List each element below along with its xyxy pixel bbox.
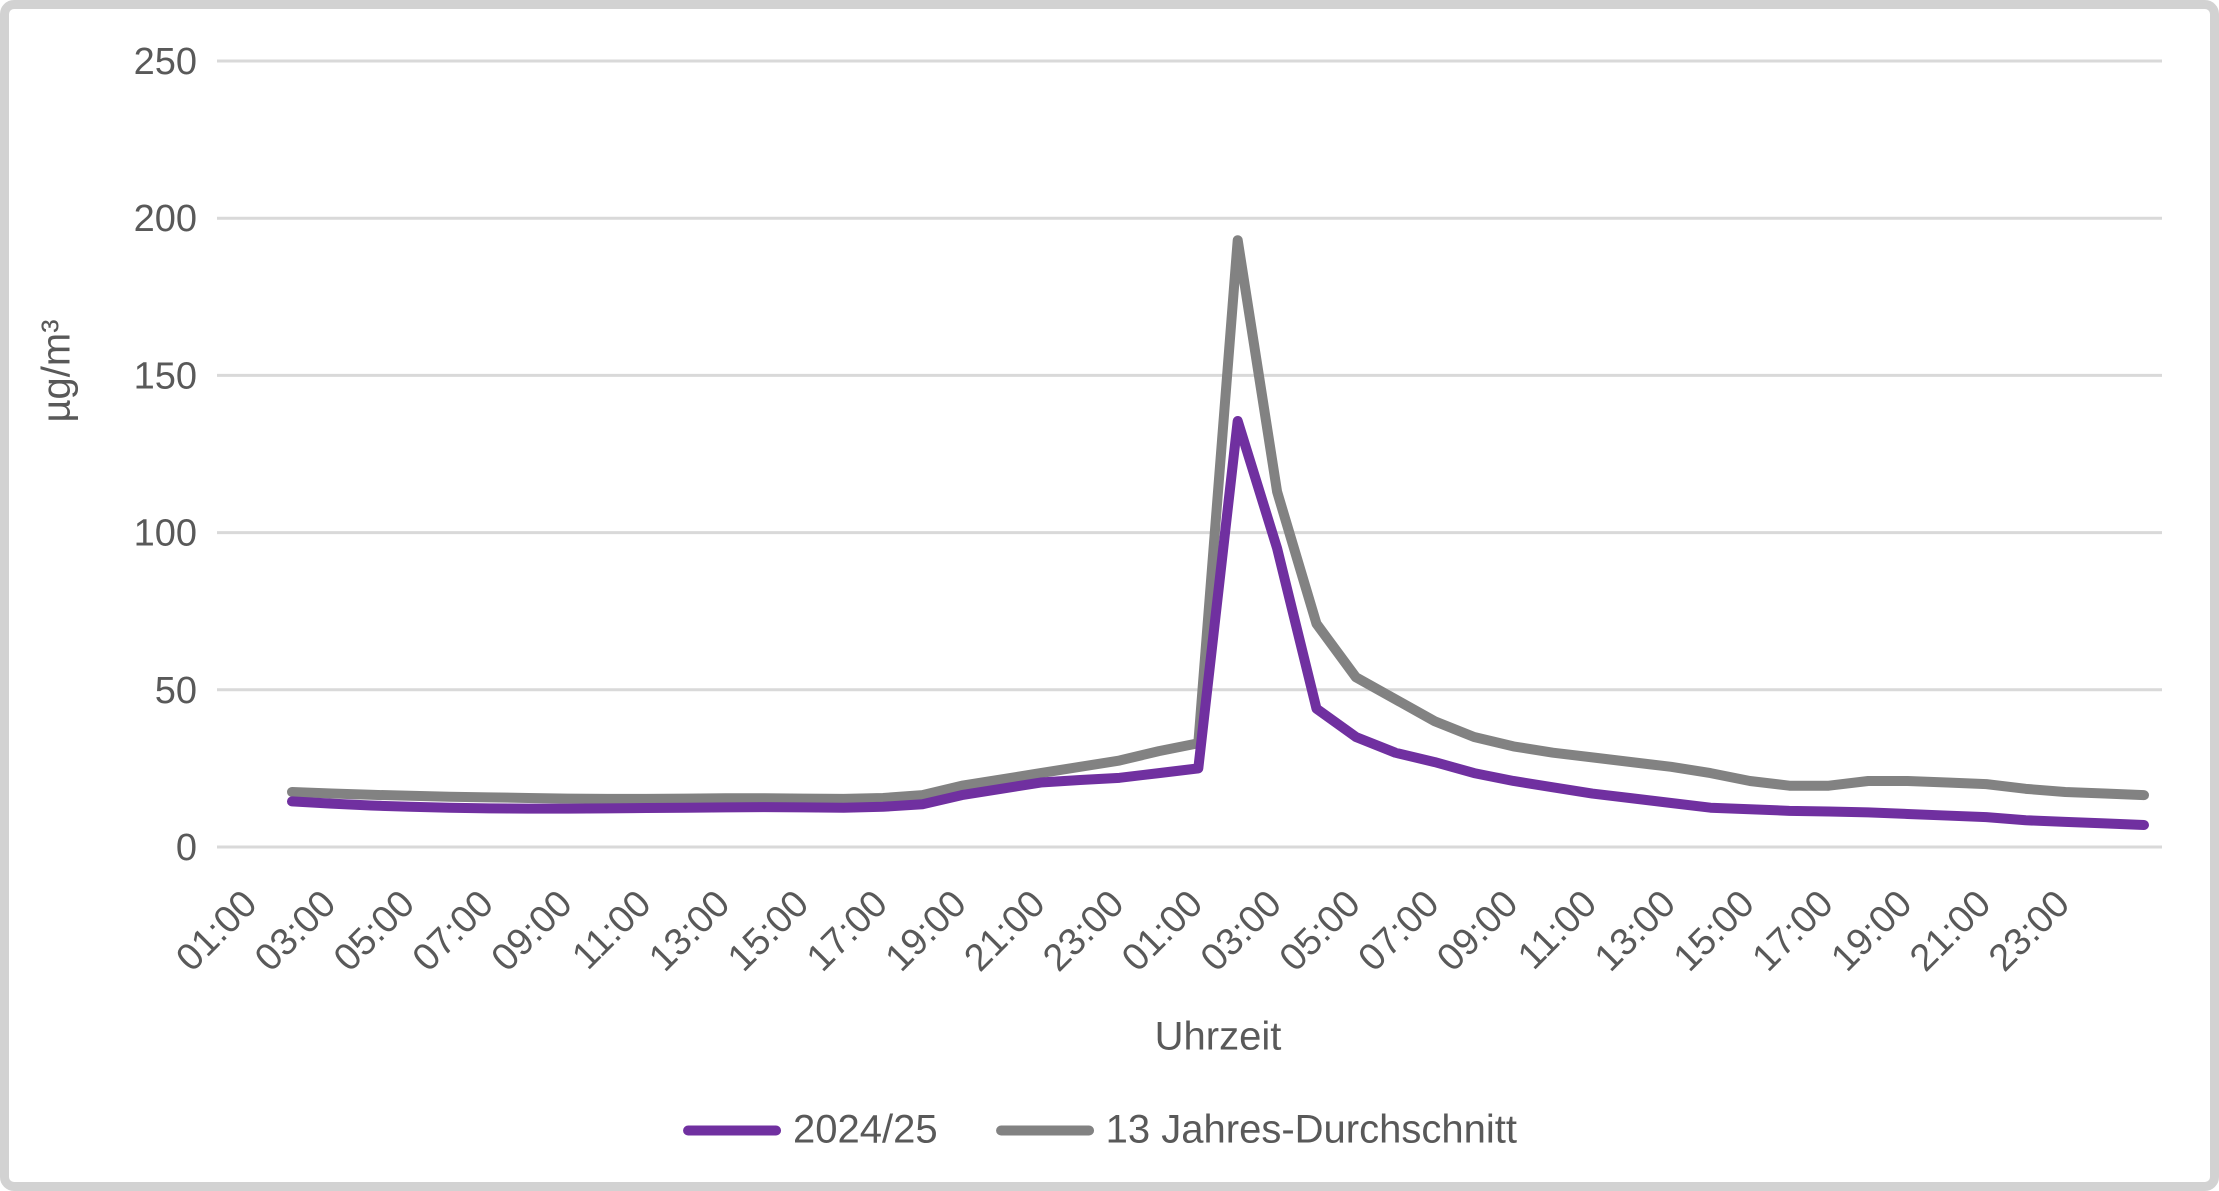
y-tick-label: 50 [155, 670, 197, 712]
y-tick-label: 0 [176, 827, 197, 869]
x-tick-label: 09:00 [1429, 883, 1526, 980]
x-tick-label: 11:00 [1510, 883, 1605, 978]
x-tick-label: 21:00 [957, 883, 1054, 980]
x-tick-label: 07:00 [405, 883, 502, 980]
legend: 2024/25 13 Jahres-Durchschnitt [683, 1108, 1517, 1153]
legend-label-2024-25: 2024/25 [793, 1107, 938, 1152]
x-tick-label: 15:00 [1666, 883, 1763, 980]
x-tick-label: 01:00 [168, 883, 265, 980]
x-tick-label: 21:00 [1902, 883, 1999, 980]
x-tick-label: 13:00 [1587, 883, 1684, 980]
legend-item-13-jahres-durchschnitt: 13 Jahres-Durchschnitt [995, 1107, 1517, 1153]
x-tick-label: 05:00 [1272, 883, 1369, 980]
x-tick-label: 11:00 [564, 883, 659, 978]
x-tick-label: 03:00 [1193, 883, 1290, 980]
x-tick-label: 17:00 [1745, 883, 1842, 980]
x-tick-label: 23:00 [1035, 883, 1132, 980]
y-tick-label: 250 [134, 41, 197, 83]
x-tick-label: 01:00 [1114, 883, 1211, 980]
y-tick-label: 100 [134, 513, 197, 555]
x-tick-label: 17:00 [799, 883, 896, 980]
x-axis-title: Uhrzeit [1154, 1014, 1282, 1059]
legend-swatch-2024-25-icon [683, 1125, 782, 1135]
x-tick-label: 13:00 [641, 883, 738, 980]
x-tick-label: 23:00 [1981, 883, 2078, 980]
legend-swatch-13-jahres-durchschnitt-icon [995, 1125, 1094, 1135]
x-tick-label: 15:00 [720, 883, 817, 980]
x-tick-label: 05:00 [326, 883, 423, 980]
y-tick-label: 200 [134, 198, 197, 240]
y-axis-title: µg/m³ [34, 319, 79, 423]
x-tick-label: 07:00 [1351, 883, 1448, 980]
series-line-2024-25 [287, 415, 2149, 830]
line-chart-canvas: 05010015020025001:0003:0005:0007:0009:00… [134, 41, 2162, 980]
legend-label-13-jahres-durchschnitt: 13 Jahres-Durchschnitt [1105, 1107, 1517, 1152]
series-line-13-jahres-durchschnitt [287, 235, 2149, 804]
legend-item-2024-25: 2024/25 [683, 1108, 938, 1153]
y-tick-label: 150 [134, 355, 197, 397]
x-tick-label: 19:00 [878, 883, 975, 980]
x-tick-label: 09:00 [484, 883, 581, 980]
x-tick-label: 19:00 [1823, 883, 1920, 980]
x-tick-label: 03:00 [247, 883, 344, 980]
